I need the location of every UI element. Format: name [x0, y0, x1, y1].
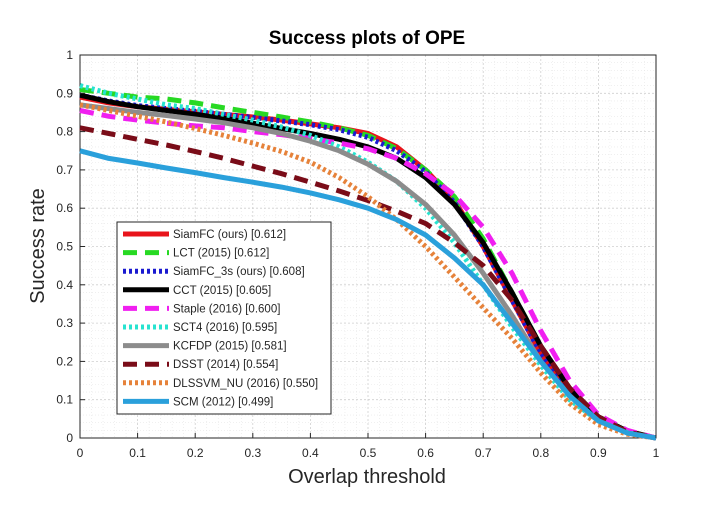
y-tick-label: 0 — [66, 431, 73, 445]
y-tick-label: 0.2 — [56, 354, 73, 368]
y-tick-label: 0.9 — [56, 86, 73, 100]
y-tick-label: 0.6 — [56, 201, 73, 215]
y-tick-label: 0.4 — [56, 278, 73, 292]
axis-ticks: 0 0.1 0.2 0.3 0.4 0.5 0.6 0.7 0.8 0.9 1 0 0.1 0.2 0.3 0… — [56, 48, 659, 460]
x-axis-label: Overlap threshold — [288, 466, 446, 488]
x-tick-label: 1 — [653, 446, 660, 460]
series-lines — [79, 83, 657, 441]
y-axis-label: Success rate — [27, 188, 49, 304]
y-tick-label: 0.8 — [56, 125, 73, 139]
x-tick-label: 0.7 — [475, 446, 492, 460]
y-tick-label: 0.1 — [56, 393, 73, 407]
legend-label-6: KCFDP (2015) [0.581] — [173, 341, 287, 353]
x-tick-label: 0.4 — [302, 446, 319, 460]
series-line-9 — [79, 148, 657, 441]
x-tick-label: 0.8 — [532, 446, 549, 460]
legend-label-7: DSST (2014) [0.554] — [173, 359, 278, 371]
x-tick-label: 0.5 — [360, 446, 377, 460]
legend-label-3: CCT (2015) [0.605] — [173, 285, 271, 297]
series-line-5 — [79, 83, 657, 441]
y-tick-label: 0.7 — [56, 163, 73, 177]
x-tick-label: 0.9 — [590, 446, 607, 460]
legend-label-0: SiamFC (ours) [0.612] — [173, 229, 286, 241]
chart-title: Success plots of OPE — [269, 28, 465, 49]
series-line-7 — [79, 125, 657, 441]
legend-label-8: DLSSVM_NU (2016) [0.550] — [173, 378, 318, 390]
series-line-8 — [79, 102, 657, 441]
x-tick-label: 0 — [77, 446, 84, 460]
legend: SiamFC (ours) [0.612] LCT (2015) [0.612] S… — [116, 221, 332, 415]
legend-label-1: LCT (2015) [0.612] — [173, 248, 269, 260]
y-tick-label: 1 — [66, 48, 73, 62]
x-tick-label: 0.1 — [129, 446, 146, 460]
legend-label-9: SCM (2012) [0.499] — [173, 396, 273, 408]
legend-label-2: SiamFC_3s (ours) [0.608] — [173, 266, 305, 278]
x-tick-label: 0.2 — [187, 446, 204, 460]
legend-label-4: Staple (2016) [0.600] — [173, 303, 280, 315]
legend-label-5: SCT4 (2016) [0.595] — [173, 322, 277, 334]
y-tick-label: 0.3 — [56, 316, 73, 330]
x-tick-label: 0.3 — [244, 446, 261, 460]
y-tick-label: 0.5 — [56, 240, 73, 254]
x-tick-label: 0.6 — [417, 446, 434, 460]
